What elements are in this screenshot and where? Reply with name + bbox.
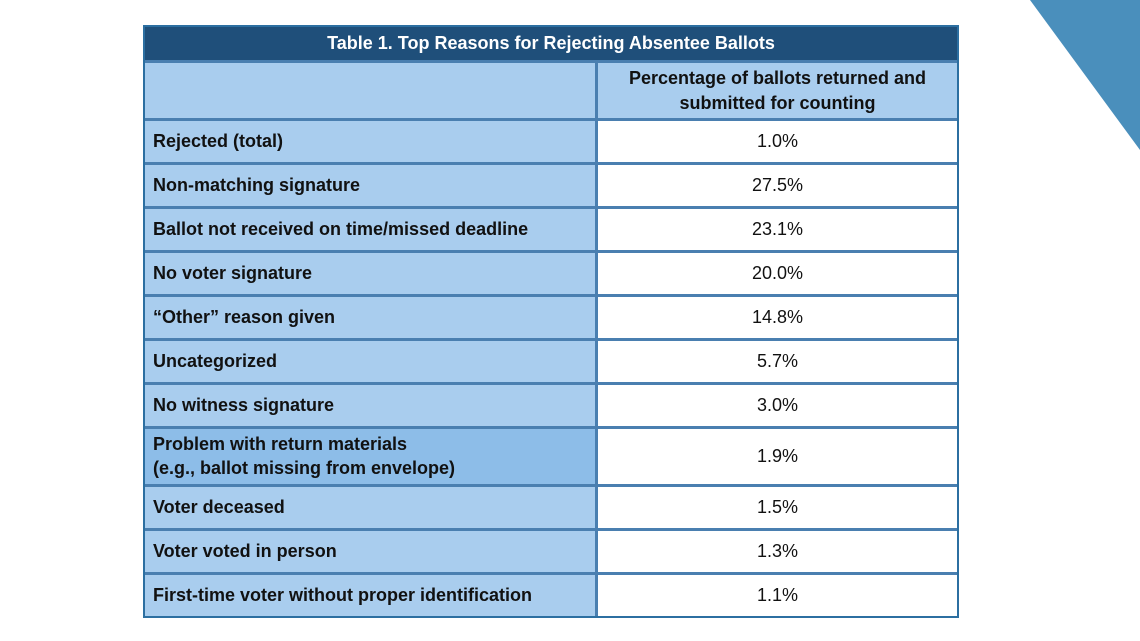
row-label: First-time voter without proper identifi…: [145, 575, 598, 616]
row-label: Voter deceased: [145, 487, 598, 528]
header-percentage-cell: Percentage of ballots returned and submi…: [598, 63, 957, 118]
row-label: Uncategorized: [145, 341, 598, 382]
row-value: 5.7%: [598, 341, 957, 382]
table-row: First-time voter without proper identifi…: [145, 572, 957, 616]
table-row: Problem with return materials (e.g., bal…: [145, 426, 957, 484]
row-value: 1.5%: [598, 487, 957, 528]
row-value: 14.8%: [598, 297, 957, 338]
row-value: 1.9%: [598, 429, 957, 484]
table-row: Ballot not received on time/missed deadl…: [145, 206, 957, 250]
row-value: 20.0%: [598, 253, 957, 294]
row-label-line-1: Problem with return materials: [153, 434, 408, 455]
row-label: Ballot not received on time/missed deadl…: [145, 209, 598, 250]
table-row: Voter voted in person 1.3%: [145, 528, 957, 572]
row-value: 1.1%: [598, 575, 957, 616]
rejection-reasons-table: Table 1. Top Reasons for Rejecting Absen…: [143, 25, 959, 618]
row-value: 1.0%: [598, 121, 957, 162]
table-row: Non-matching signature 27.5%: [145, 162, 957, 206]
table-row: No witness signature 3.0%: [145, 382, 957, 426]
row-label-line-2: (e.g., ballot missing from envelope): [153, 457, 456, 478]
row-label: Rejected (total): [145, 121, 598, 162]
table-row: Rejected (total) 1.0%: [145, 118, 957, 162]
header-line-2: submitted for counting: [679, 92, 876, 113]
row-label: Non-matching signature: [145, 165, 598, 206]
table-row: “Other” reason given 14.8%: [145, 294, 957, 338]
row-label: Voter voted in person: [145, 531, 598, 572]
row-label: Problem with return materials (e.g., bal…: [145, 429, 598, 484]
row-value: 1.3%: [598, 531, 957, 572]
row-label: No witness signature: [145, 385, 598, 426]
table-row: Voter deceased 1.5%: [145, 484, 957, 528]
table-header-row: Percentage of ballots returned and submi…: [145, 60, 957, 118]
corner-decoration: [1030, 0, 1140, 150]
header-label-cell: [145, 63, 598, 118]
row-label: No voter signature: [145, 253, 598, 294]
row-value: 23.1%: [598, 209, 957, 250]
header-line-1: Percentage of ballots returned and: [628, 68, 927, 89]
table-row: No voter signature 20.0%: [145, 250, 957, 294]
row-value: 27.5%: [598, 165, 957, 206]
row-value: 3.0%: [598, 385, 957, 426]
table-row: Uncategorized 5.7%: [145, 338, 957, 382]
row-label: “Other” reason given: [145, 297, 598, 338]
table-title: Table 1. Top Reasons for Rejecting Absen…: [145, 27, 957, 60]
